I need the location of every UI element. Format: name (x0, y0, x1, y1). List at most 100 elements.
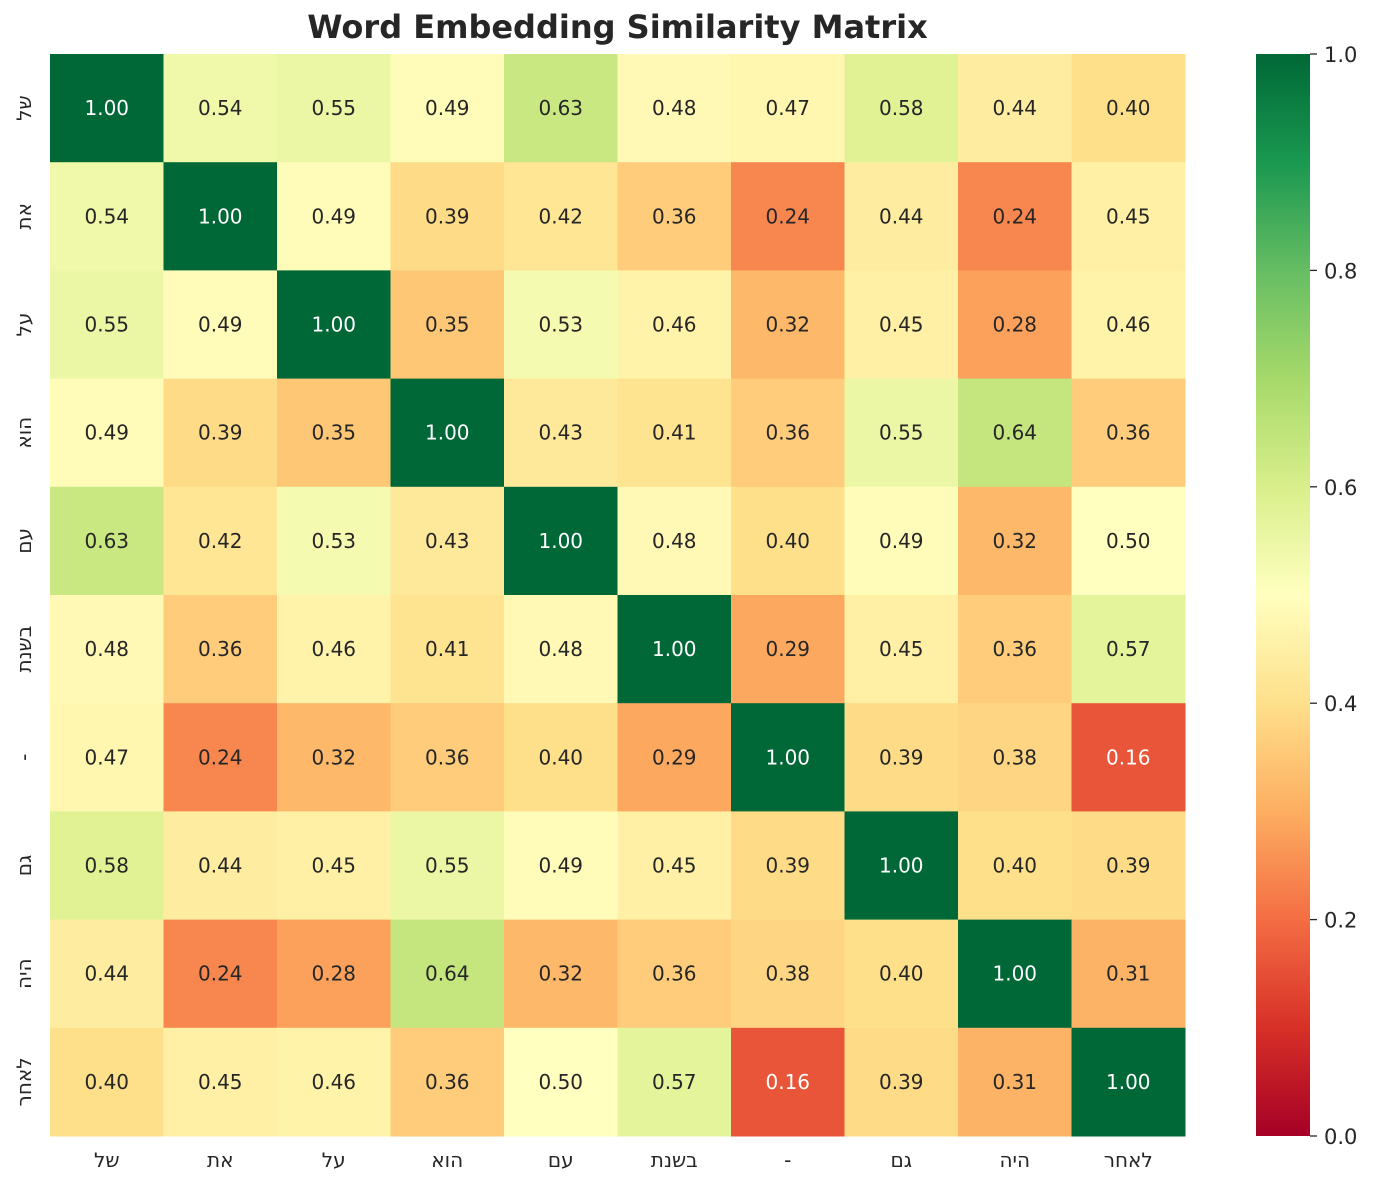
cell-value-label: 0.45 (198, 1070, 243, 1094)
heatmap-cell (50, 486, 164, 596)
x-tick-label: על (322, 1148, 346, 1172)
heatmap-cell (163, 486, 278, 596)
cell-value-label: 0.40 (84, 1070, 129, 1094)
cell-value-label: 1.00 (1106, 1070, 1151, 1094)
heatmap-cell (1071, 595, 1186, 704)
cell-value-label: 0.24 (992, 204, 1037, 228)
heatmap-cell (50, 811, 164, 921)
cell-value-label: 0.39 (198, 421, 243, 445)
cell-value-label: 0.40 (879, 962, 924, 986)
heatmap-cell (390, 54, 505, 163)
chart-title: Word Embedding Similarity Matrix (307, 8, 928, 46)
cell-value-label: 0.45 (311, 854, 356, 878)
cell-value-label: 0.47 (84, 745, 129, 769)
cell-value-label: 0.39 (765, 854, 810, 878)
heatmap-cell (958, 486, 1072, 596)
heatmap-cell (50, 595, 164, 704)
cell-value-label: 0.28 (311, 962, 356, 986)
heatmap-cell (1071, 1027, 1186, 1137)
cell-value-label: 0.49 (198, 313, 243, 337)
cell-value-label: 0.45 (652, 854, 697, 878)
cell-value-label: 0.57 (1106, 637, 1151, 661)
heatmap-cell (844, 54, 959, 163)
heatmap-cell (844, 595, 959, 704)
heatmap-cell (958, 1027, 1072, 1137)
heatmap-cell (390, 595, 505, 704)
heatmap-cell (617, 811, 732, 921)
heatmap-cell (731, 811, 845, 921)
cell-value-label: 0.55 (425, 854, 470, 878)
cell-value-label: 1.00 (992, 962, 1037, 986)
x-tick-label: של (94, 1148, 120, 1172)
cell-value-label: 1.00 (311, 313, 356, 337)
heatmap-cell (617, 270, 732, 380)
cell-value-label: 0.32 (538, 962, 583, 986)
heatmap-cell (50, 54, 164, 163)
cell-value-label: 0.29 (765, 637, 810, 661)
heatmap-cell (504, 54, 618, 163)
cell-value-label: 0.49 (425, 96, 470, 120)
cell-value-label: 0.32 (765, 313, 810, 337)
cell-value-label: 0.50 (1106, 529, 1151, 553)
heatmap-cell (504, 811, 618, 921)
cell-value-label: 0.50 (538, 1070, 583, 1094)
cell-value-label: 0.44 (992, 96, 1037, 120)
heatmap-cell (958, 162, 1072, 271)
cell-value-label: 0.39 (425, 204, 470, 228)
cell-value-label: 0.32 (992, 529, 1037, 553)
heatmap-cell (844, 811, 959, 921)
cell-value-label: 0.40 (1106, 96, 1151, 120)
cell-value-label: 0.49 (84, 421, 129, 445)
heatmap-cell (504, 162, 618, 271)
heatmap-cell (1071, 919, 1186, 1029)
cell-value-label: 0.35 (311, 421, 356, 445)
heatmap-cell (50, 378, 164, 488)
heatmap-cell (163, 270, 278, 380)
heatmap-cell (390, 486, 505, 596)
heatmap-cell (277, 703, 391, 812)
heatmap-cell (844, 270, 959, 380)
colorbar-tick-label: 1.0 (1324, 43, 1357, 67)
heatmap-cell (1071, 703, 1186, 812)
colorbar-tick-label: 0.8 (1324, 259, 1357, 283)
heatmap-cell (504, 486, 618, 596)
heatmap-cell (277, 595, 391, 704)
cell-value-label: 0.36 (992, 637, 1037, 661)
heatmap-cell (504, 595, 618, 704)
cell-value-label: 0.35 (425, 313, 470, 337)
cell-value-label: 0.53 (311, 529, 356, 553)
heatmap-cell (958, 703, 1072, 812)
cell-value-label: 0.49 (538, 854, 583, 878)
heatmap-cell (617, 486, 732, 596)
heatmap-cell (277, 486, 391, 596)
heatmap-cell (731, 54, 845, 163)
heatmap-cell (163, 378, 278, 488)
cell-value-label: 0.39 (879, 1070, 924, 1094)
y-tick-label: הוא (12, 417, 36, 449)
cell-value-label: 0.36 (425, 1070, 470, 1094)
cell-value-label: 0.46 (311, 1070, 356, 1094)
cell-value-label: 1.00 (652, 637, 697, 661)
cell-value-label: 0.36 (425, 745, 470, 769)
heatmap-cell (277, 378, 391, 488)
y-tick-labels: של את על הוא עם בשנת - גם היה לאחר (12, 95, 36, 1106)
heatmap-cell (731, 919, 845, 1029)
cell-value-label: 1.00 (765, 745, 810, 769)
cell-value-label: 0.48 (84, 637, 129, 661)
cell-value-label: 0.38 (765, 962, 810, 986)
heatmap-cell (163, 703, 278, 812)
colorbar-tick-label: 0.6 (1324, 476, 1357, 500)
y-tick-label: את (12, 203, 36, 230)
cell-value-label: 0.46 (652, 313, 697, 337)
cell-value-label: 0.40 (992, 854, 1037, 878)
heatmap-cell (1071, 54, 1186, 163)
cell-value-label: 0.38 (992, 745, 1037, 769)
colorbar-tick-label: 0.2 (1324, 909, 1357, 933)
heatmap-cell (50, 1027, 164, 1137)
heatmap-cell (50, 162, 164, 271)
cell-value-label: 0.31 (992, 1070, 1037, 1094)
heatmap-cell (50, 270, 164, 380)
cell-value-label: 0.16 (1106, 745, 1151, 769)
heatmap-cell (844, 486, 959, 596)
y-tick-label: גם (12, 855, 36, 877)
